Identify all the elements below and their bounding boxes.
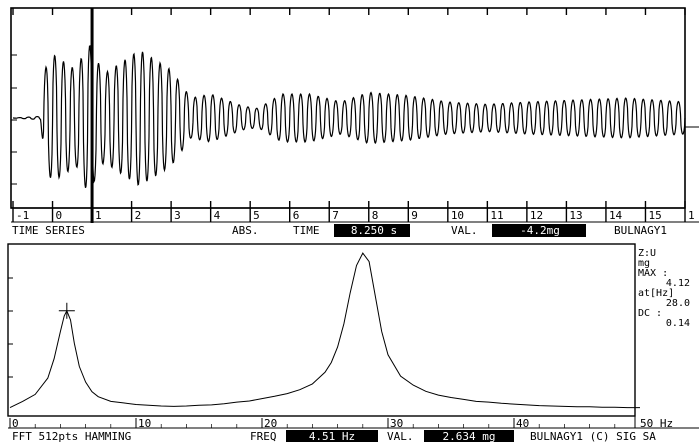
time-val-field [492, 224, 586, 237]
fft-freq-value: 4.51 Hz [309, 430, 355, 443]
fft-status-footer: BULNAGY1 (C) SIG SA [530, 430, 656, 443]
time-tick-label: 13 [569, 209, 582, 222]
time-tick-label: 7 [332, 209, 339, 222]
time-value-field [334, 224, 410, 237]
side-max-value: 4.12 [666, 278, 690, 289]
side-dc-value: 0.14 [666, 318, 690, 329]
time-val-value: -4.2mg [520, 224, 560, 237]
time-tick-label: 8 [372, 209, 379, 222]
time-tick-label: 0 [56, 209, 63, 222]
fft-status-val-label: VAL. [387, 430, 414, 443]
time-tick-label: 12 [530, 209, 543, 222]
side-max-label: MAX : [638, 268, 668, 279]
fft-freq-field [286, 430, 378, 442]
fft-axis-tick-labels: 0 10 20 30 40 [12, 417, 529, 430]
time-tick-label: 4 [214, 209, 221, 222]
fft-tick-label: 30 [390, 417, 403, 430]
time-tick-label: 2 [135, 209, 142, 222]
time-tick-label: 3 [174, 209, 181, 222]
time-tick-label: 1 [688, 209, 695, 222]
time-tick-label: 9 [411, 209, 418, 222]
side-dc-label: DC : [638, 308, 662, 319]
fft-val-value: 2.634 mg [443, 430, 496, 443]
time-tick-label: 11 [490, 209, 503, 222]
time-status-abs: ABS. [232, 224, 259, 237]
time-value: 8.250 s [351, 224, 397, 237]
time-tick-label: 15 [648, 209, 661, 222]
time-tick-label: 10 [451, 209, 464, 222]
side-at-value: 28.0 [666, 298, 690, 309]
fft-tick-label: 40 [516, 417, 529, 430]
time-status-name: BULNAGY1 [614, 224, 667, 237]
time-tick-label: 6 [293, 209, 300, 222]
fft-val-field [424, 430, 514, 442]
time-series-panel: -1 0 1 2 3 4 5 6 7 8 9 10 11 12 13 14 15 1 TIME SERIES AB… [10, 7, 699, 237]
time-status-mode: TIME SERIES [12, 224, 85, 237]
fft-cursor-marker[interactable] [58, 302, 75, 319]
time-status-val-label: VAL. [451, 224, 478, 237]
fft-spectrum-line [9, 252, 640, 409]
time-tick-label: 1 [95, 209, 102, 222]
fft-tick-label: 10 [138, 417, 151, 430]
fft-status-mode: FFT 512pts HAMMING [12, 430, 131, 443]
time-status-time-label: TIME [293, 224, 320, 237]
side-unit-label: mg [638, 258, 650, 269]
time-tick-label: -1 [16, 209, 29, 222]
fft-panel: 0 10 20 30 40 50 Hz Z:U mg MAX : 4.12 at[Hz]… [7, 243, 699, 443]
fft-range-label: 50 Hz [640, 417, 673, 430]
fft-grid-ticks [8, 277, 616, 428]
fft-plot-frame [7, 243, 636, 417]
fft-tick-label: 20 [264, 417, 277, 430]
time-tick-label: 14 [609, 209, 623, 222]
side-axis-label: Z:U [638, 248, 656, 259]
time-series-waveform [13, 45, 686, 188]
time-axis-tick-labels: -1 0 1 2 3 4 5 6 7 8 9 10 11 12 13 14 15 1 [16, 209, 695, 222]
time-tick-label: 5 [253, 209, 260, 222]
side-at-label: at[Hz] [638, 288, 674, 299]
fft-status-freq-label: FREQ [250, 430, 277, 443]
fft-tick-label: 0 [12, 417, 19, 430]
